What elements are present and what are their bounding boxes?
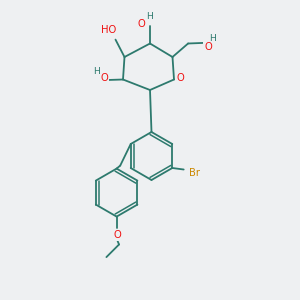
Text: Br: Br (189, 167, 200, 178)
Text: O: O (100, 73, 108, 83)
Text: O: O (204, 41, 212, 52)
Text: HO: HO (101, 25, 116, 35)
Text: H: H (209, 34, 216, 43)
Text: O: O (177, 73, 184, 83)
Text: O: O (113, 230, 121, 240)
Text: O: O (138, 19, 146, 29)
Text: H: H (94, 67, 100, 76)
Text: H: H (147, 12, 153, 21)
